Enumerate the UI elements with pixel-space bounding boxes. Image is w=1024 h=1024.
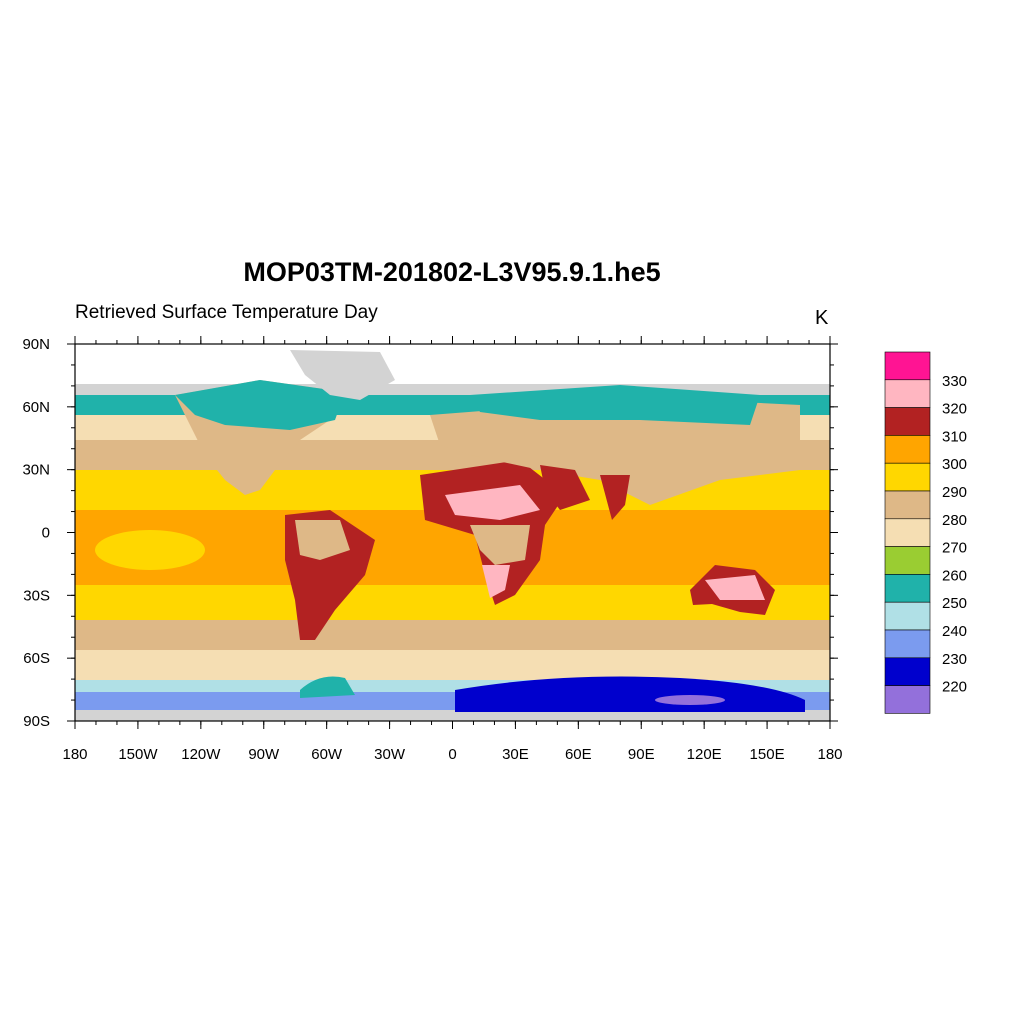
colorbar-box — [884, 685, 931, 714]
colorbar-box — [884, 490, 931, 520]
colorbar-label: 240 — [942, 623, 967, 640]
colorbar-box — [884, 435, 931, 464]
pacific-cool-tongue — [95, 530, 205, 570]
colorbar: 330 320 310 300 290 280 270 260 250 240 230 220 — [884, 351, 967, 714]
colorbar-box — [884, 462, 931, 492]
x-tick-label: 60E — [565, 746, 592, 763]
canada-cold — [175, 380, 345, 430]
colorbar-label: 220 — [942, 679, 967, 696]
variable-name: Retrieved Surface Temperature Day — [75, 302, 378, 323]
eurasia-land — [430, 400, 800, 505]
y-tick-label: 30N — [22, 462, 50, 479]
india-hot — [600, 475, 630, 520]
colorbar-box — [884, 657, 931, 686]
x-tick-label: 180 — [62, 746, 87, 763]
plot-title: MOP03TM-201802-L3V95.9.1.he5 — [243, 257, 661, 287]
colorbar-box — [884, 407, 931, 436]
x-tick-label: 180 — [817, 746, 842, 763]
band-south-temperate — [75, 620, 830, 650]
east-antarctica-cold — [455, 676, 805, 712]
x-tick-label: 150E — [750, 746, 785, 763]
antarctic-plateau — [655, 695, 725, 705]
kalahari-hot — [482, 565, 510, 598]
sahara-hot — [445, 485, 540, 520]
colorbar-label: 250 — [942, 595, 967, 612]
central-africa — [470, 525, 530, 565]
antarctic-peninsula — [300, 676, 355, 698]
y-tick-label: 60N — [22, 399, 50, 416]
colorbar-label: 310 — [942, 428, 967, 445]
x-tick-label: 150W — [118, 746, 158, 763]
colorbar-box — [884, 574, 931, 603]
colorbar-label: 320 — [942, 401, 967, 418]
colorbar-box — [884, 351, 931, 381]
y-tick-label: 60S — [23, 650, 50, 667]
x-tick-label: 90E — [628, 746, 655, 763]
band-south-pole-missing — [75, 710, 830, 721]
colorbar-box — [884, 546, 931, 575]
latitude-axis: 90N 60N 30N 0 30S 60S 90S — [22, 336, 838, 730]
colorbar-label: 290 — [942, 484, 967, 501]
x-tick-label: 60W — [311, 746, 343, 763]
y-tick-label: 90S — [23, 713, 50, 730]
colorbar-label: 330 — [942, 373, 967, 390]
longitude-axis: 180 150W 120W 90W 60W 30W 0 30E 60E 90E 120E 150E 18… — [62, 336, 843, 763]
y-tick-label: 90N — [22, 336, 50, 353]
temperature-field — [75, 344, 830, 721]
siberia-cold — [470, 385, 760, 425]
band-south-cool — [75, 650, 830, 680]
x-tick-label: 120W — [181, 746, 221, 763]
band-polar-north-missing — [75, 344, 830, 384]
y-tick-label: 30S — [23, 587, 50, 604]
colorbar-box — [884, 629, 931, 659]
x-tick-label: 0 — [448, 746, 456, 763]
colorbar-box — [884, 518, 931, 547]
colorbar-label: 300 — [942, 456, 967, 473]
x-tick-label: 90W — [248, 746, 280, 763]
units-label: K — [815, 307, 829, 329]
amazon-basin — [295, 520, 350, 560]
australia-interior — [705, 575, 765, 600]
colorbar-label: 280 — [942, 512, 967, 529]
greenland — [290, 350, 395, 400]
arabia-hot — [540, 465, 590, 510]
colorbar-label: 230 — [942, 651, 967, 668]
colorbar-label: 260 — [942, 567, 967, 584]
colorbar-label: 270 — [942, 540, 967, 557]
colorbar-box — [884, 601, 931, 631]
x-tick-label: 30E — [502, 746, 529, 763]
x-tick-label: 120E — [687, 746, 722, 763]
colorbar-box — [884, 379, 931, 408]
x-tick-label: 30W — [374, 746, 406, 763]
y-tick-label: 0 — [42, 525, 50, 542]
